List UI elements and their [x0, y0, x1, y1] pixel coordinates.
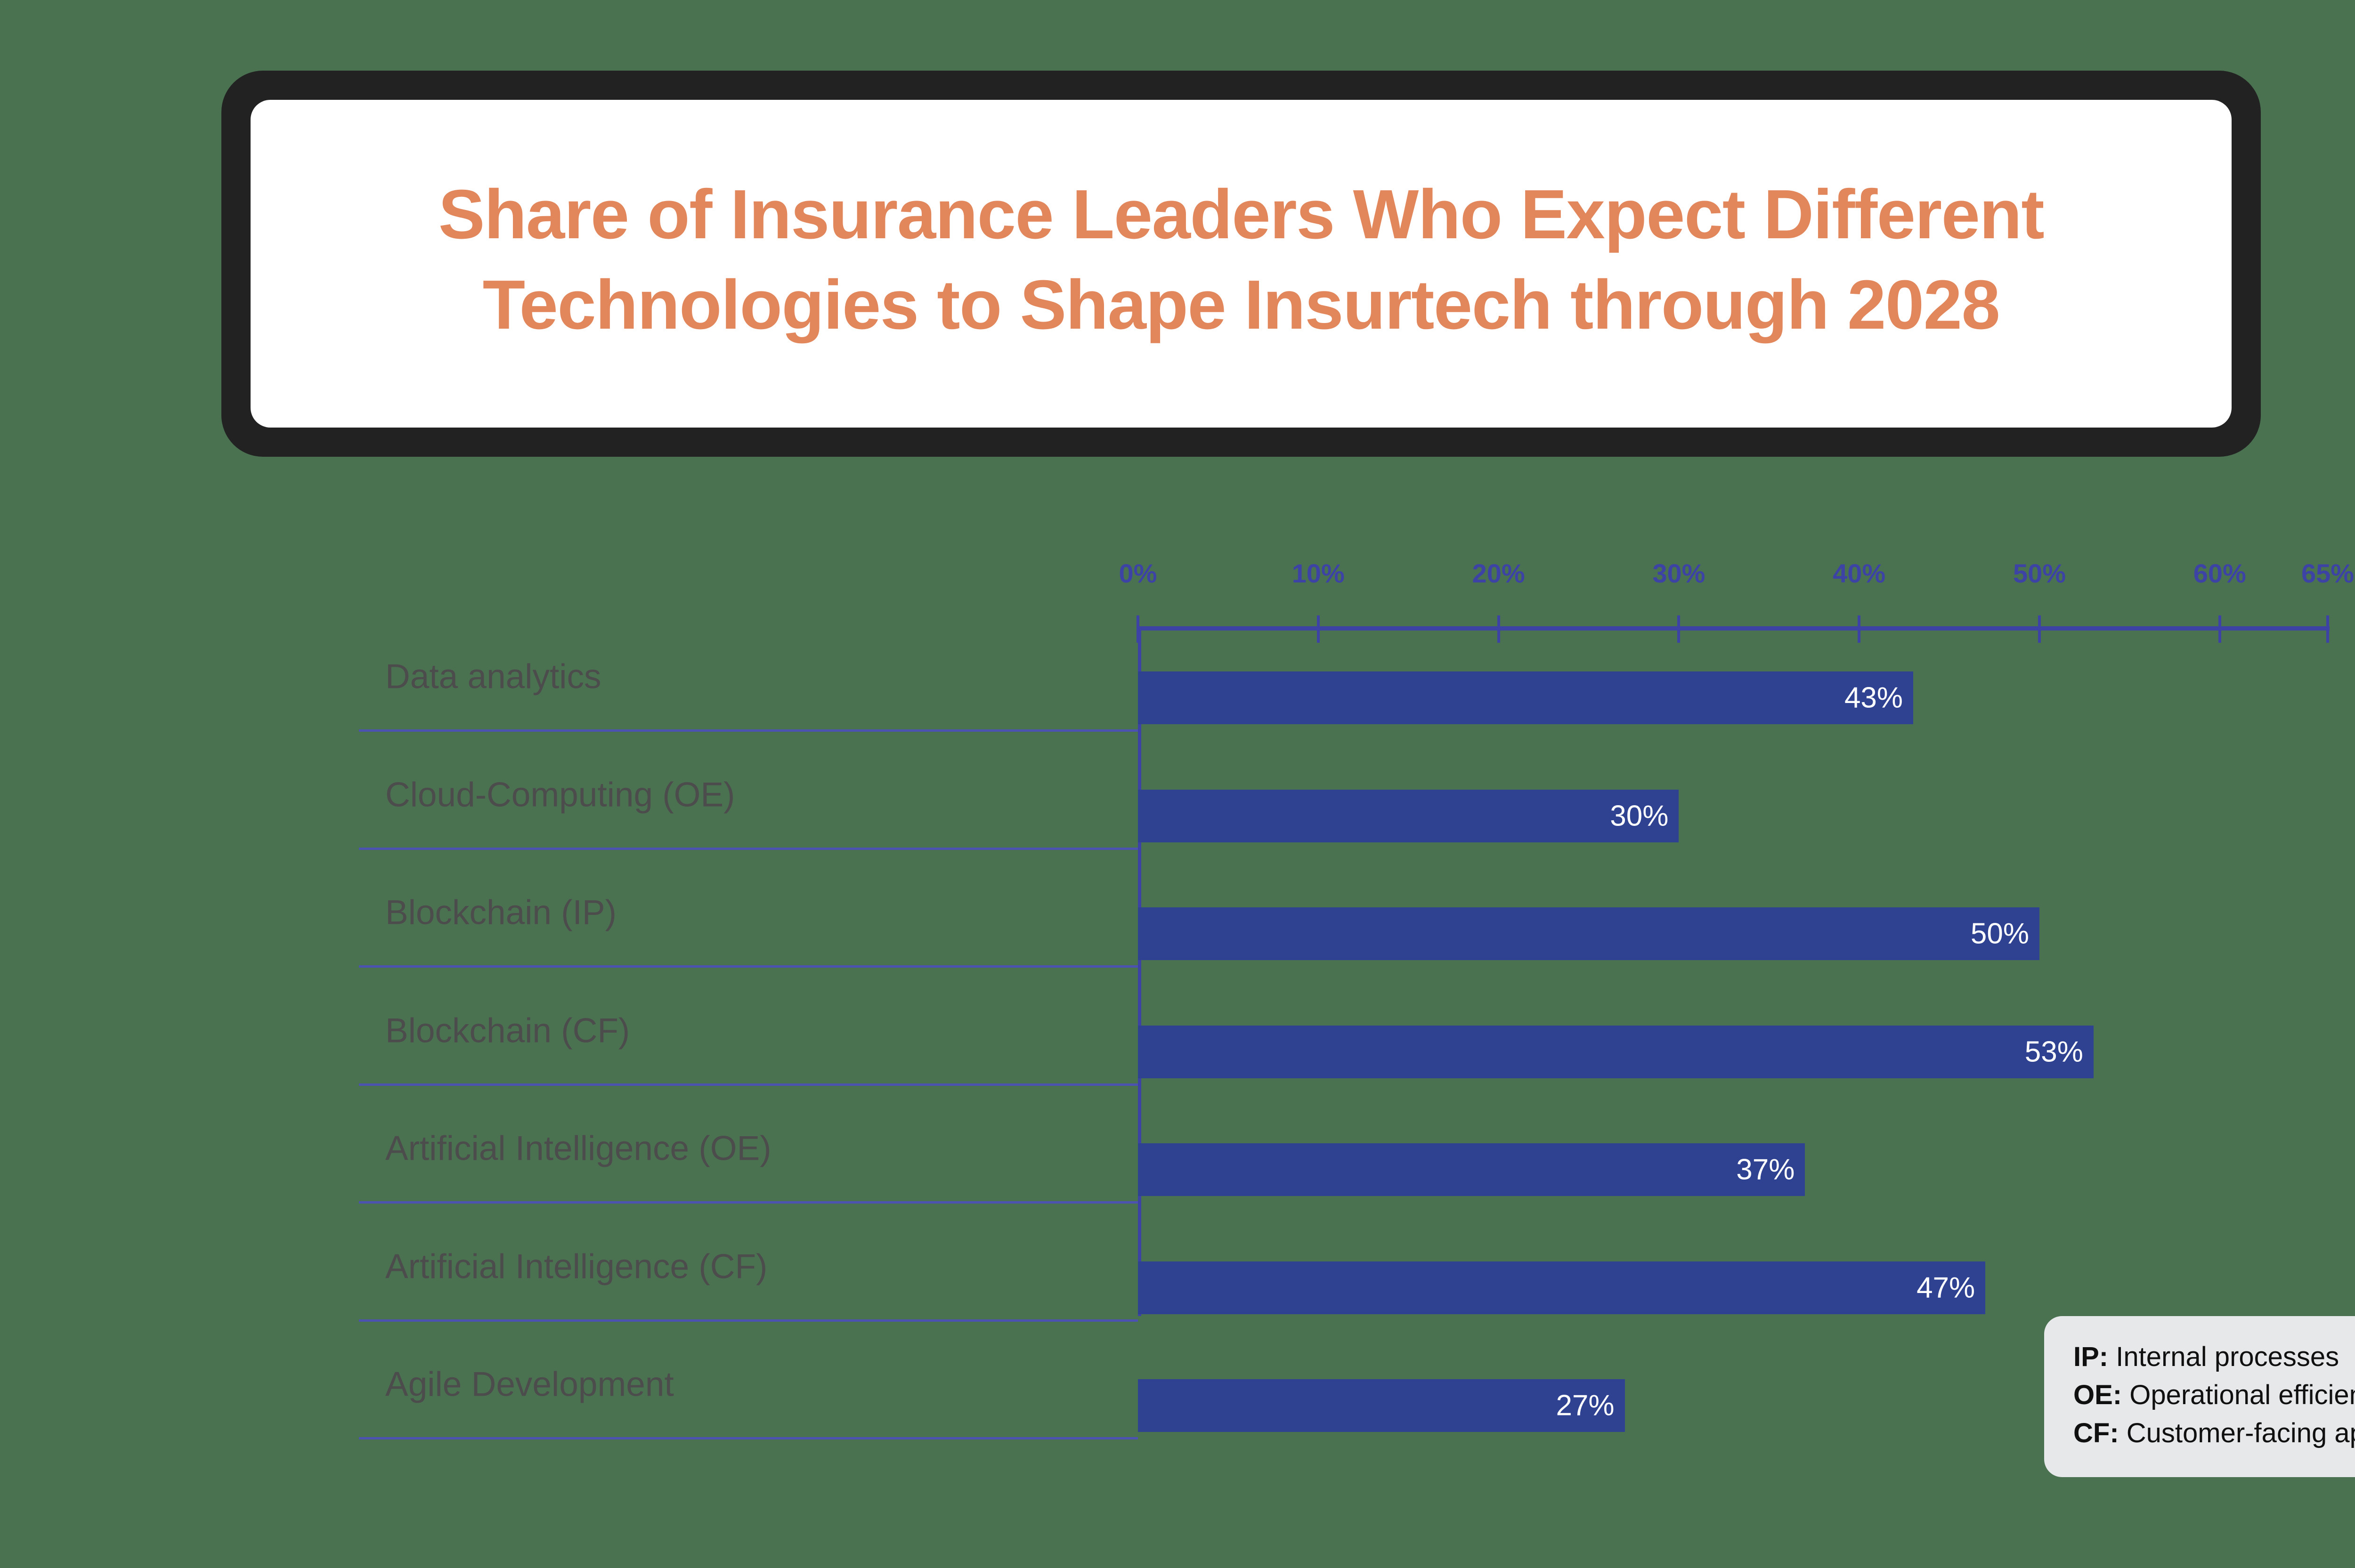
title-line-2: Technologies to Shape Insurtech through … — [482, 266, 2000, 344]
legend-item: IP: Internal processes — [2073, 1338, 2355, 1376]
bar-value-label: 27% — [1556, 1389, 1615, 1422]
legend-item: CF: Customer-facing applications — [2073, 1414, 2355, 1452]
bar-value-label: 43% — [1844, 681, 1903, 714]
category-label: Blockchain (IP) — [385, 893, 617, 932]
x-axis-tick — [1858, 615, 1861, 643]
category-label: Data analytics — [385, 657, 601, 696]
bar-value-label: 30% — [1610, 800, 1669, 832]
x-axis-tick-label: 40% — [1833, 558, 1886, 588]
x-axis-line — [1138, 626, 2330, 630]
x-axis-tick-label: 30% — [1652, 558, 1705, 588]
bar-value-label: 47% — [1916, 1271, 1975, 1304]
zero-baseline — [1138, 626, 1141, 1316]
x-axis-tick-label: 65% — [2301, 558, 2355, 588]
category-label: Artificial Intelligence (CF) — [385, 1247, 768, 1285]
x-axis-tick — [1497, 615, 1500, 643]
legend-abbr: IP: — [2073, 1342, 2109, 1372]
bar[interactable] — [1138, 1143, 1805, 1196]
row-separator — [359, 1437, 1138, 1439]
bar-value-label: 50% — [1970, 917, 2029, 950]
row-separator — [359, 1201, 1138, 1204]
bar-value-label: 37% — [1736, 1153, 1795, 1186]
category-label: Artificial Intelligence (OE) — [385, 1129, 771, 1168]
legend-text: Internal processes — [2108, 1342, 2339, 1372]
title-line-1: Share of Insurance Leaders Who Expect Di… — [438, 175, 2045, 253]
legend-box: IP: Internal processes OE: Operational e… — [2044, 1316, 2355, 1477]
row-separator — [359, 1083, 1138, 1086]
x-axis-tick — [2038, 615, 2041, 643]
row-separator — [359, 847, 1138, 850]
legend-abbr: CF: — [2073, 1418, 2119, 1449]
x-axis-tick-label: 10% — [1291, 558, 1345, 588]
legend-text: Customer-facing applications — [2126, 1418, 2355, 1449]
bar-value-label: 53% — [2024, 1035, 2083, 1068]
x-axis-tick-label: 20% — [1472, 558, 1525, 588]
x-axis-tick — [2218, 615, 2221, 643]
page-title: Share of Insurance Leaders Who Expect Di… — [438, 170, 2045, 351]
x-axis-tick — [2326, 615, 2329, 643]
bar[interactable] — [1138, 907, 2039, 960]
legend-abbr: OE: — [2073, 1380, 2122, 1411]
row-separator — [359, 965, 1138, 968]
legend-item: OE: Operational efficiency — [2073, 1376, 2355, 1414]
row-separator — [359, 729, 1138, 732]
category-label: Cloud-Computing (OE) — [385, 776, 735, 814]
bar[interactable] — [1138, 1025, 2094, 1078]
title-card: Share of Insurance Leaders Who Expect Di… — [221, 71, 2261, 457]
row-separator — [359, 1319, 1138, 1322]
bar[interactable] — [1138, 1261, 1986, 1314]
x-axis-tick-label: 60% — [2193, 558, 2246, 588]
title-card-inner: Share of Insurance Leaders Who Expect Di… — [251, 100, 2232, 428]
bar[interactable] — [1138, 671, 1914, 724]
x-axis-tick — [1677, 615, 1681, 643]
x-axis-tick — [1137, 615, 1139, 643]
category-label: Agile Development — [385, 1365, 674, 1404]
category-label: Blockchain (CF) — [385, 1011, 630, 1050]
legend-text: Operational efficiency — [2129, 1380, 2355, 1411]
x-axis-tick — [1316, 615, 1320, 643]
bar[interactable] — [1138, 1379, 1625, 1432]
x-axis-tick-label: 50% — [2013, 558, 2066, 588]
bar[interactable] — [1138, 789, 1679, 842]
x-axis-tick-label: 0% — [1119, 558, 1157, 588]
